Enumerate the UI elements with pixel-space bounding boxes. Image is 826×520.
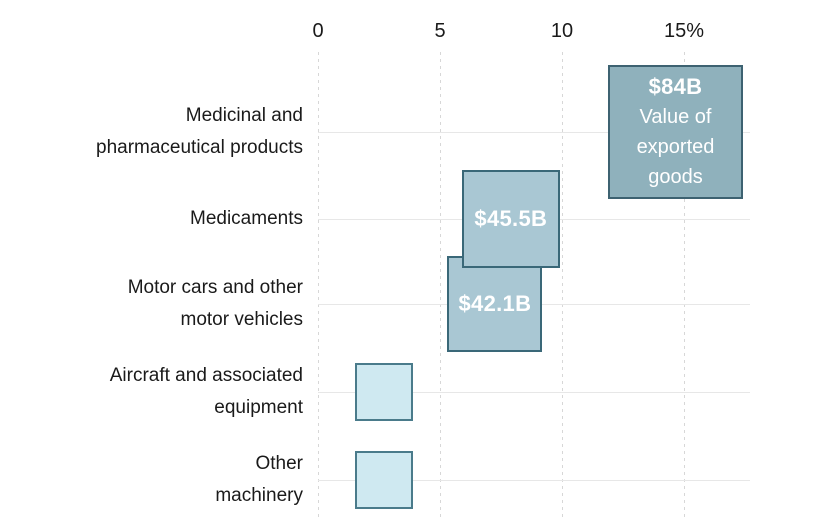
x-axis-tick-label: 10 xyxy=(550,20,574,42)
x-axis-tick-label: 5 xyxy=(434,20,446,42)
category-label-line: equipment xyxy=(214,397,303,418)
value-label: $45.5B xyxy=(474,205,548,231)
value-sublabel-line: Value of xyxy=(639,105,712,128)
value-sublabel-line: exported xyxy=(636,135,715,158)
row-gridline xyxy=(318,480,750,481)
x-axis-tick-label: 0 xyxy=(312,20,324,42)
category-label-line: Medicaments xyxy=(190,208,303,229)
row-gridline xyxy=(318,392,750,393)
x-gridline-15 xyxy=(684,52,685,520)
x-gridline-5 xyxy=(440,52,441,520)
x-gridline-0 xyxy=(318,52,319,520)
category-label-line: pharmaceutical products xyxy=(96,137,303,158)
data-square: $45.5B xyxy=(462,170,560,268)
value-label: $84B xyxy=(648,73,703,99)
row-gridline xyxy=(318,132,750,133)
category-label-line: Medicinal and xyxy=(185,105,303,126)
category-label: Medicaments xyxy=(190,203,303,235)
category-label: Motor cars and other motor vehicles xyxy=(128,272,303,336)
category-label: Medicinal and pharmaceutical products xyxy=(96,100,303,164)
category-label-line: Motor cars and other xyxy=(127,277,303,298)
category-label-line: Aircraft and associated xyxy=(109,365,303,386)
x-gridline-10 xyxy=(562,52,563,520)
category-label-line: machinery xyxy=(215,485,303,506)
category-label: Aircraft and associated equipment xyxy=(110,360,303,424)
x-axis-tick-label: 15% xyxy=(663,20,705,42)
data-square xyxy=(354,450,414,510)
data-square xyxy=(354,362,414,422)
category-label-line: motor vehicles xyxy=(180,309,304,330)
category-label: Other machinery xyxy=(215,448,303,512)
value-label: $42.1B xyxy=(458,290,532,316)
value-sublabel-line: goods xyxy=(648,165,703,188)
data-square: $84B Value of exported goods xyxy=(608,64,743,200)
data-square: $42.1B xyxy=(447,256,543,352)
category-label-line: Other xyxy=(255,453,303,474)
